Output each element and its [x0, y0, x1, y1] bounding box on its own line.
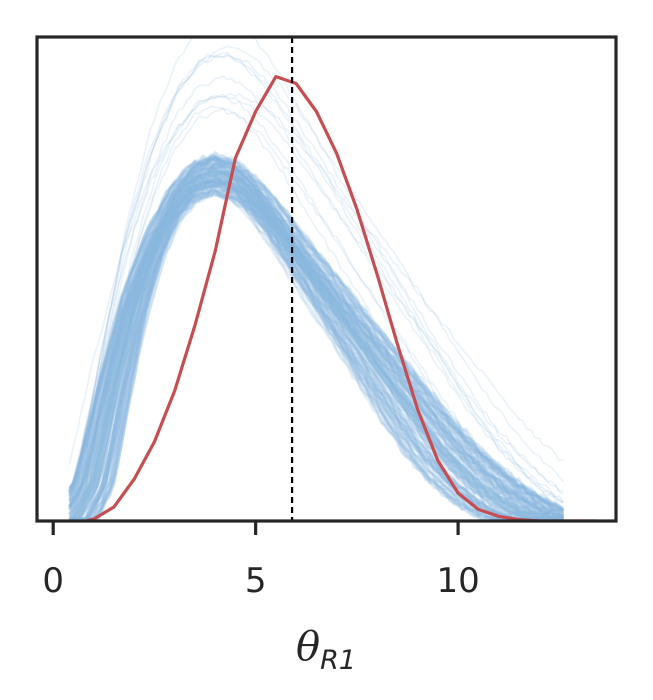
observed-density-line	[85, 75, 596, 521]
posterior-predictive-lines	[68, 37, 565, 521]
ensemble-line	[68, 189, 564, 521]
ensemble-line	[68, 51, 564, 492]
ensemble-line	[68, 160, 564, 511]
ensemble-line	[68, 168, 565, 520]
ensemble-line	[68, 156, 565, 516]
x-axis-label-symbol: θ	[296, 624, 320, 670]
ensemble-line	[68, 160, 565, 511]
ensemble-line	[68, 92, 564, 465]
x-axis: 0 5 10	[42, 521, 480, 601]
ensemble-line	[69, 165, 564, 521]
ensemble-line	[68, 179, 564, 521]
ensemble-line	[69, 183, 565, 521]
ensemble-line	[68, 156, 564, 521]
ensemble-line	[68, 95, 564, 517]
ensemble-line	[68, 171, 565, 517]
ensemble-line	[69, 167, 564, 521]
ensemble-line	[68, 166, 564, 520]
ensemble-line	[68, 165, 564, 513]
x-tick-label: 10	[436, 561, 479, 601]
observed-density-layer	[85, 75, 596, 521]
x-tick-label: 5	[245, 561, 267, 601]
ensemble-line	[68, 163, 564, 520]
ensemble-line	[68, 54, 564, 503]
ensemble-line	[68, 178, 565, 521]
ensemble-line	[68, 177, 564, 521]
ensemble-line	[68, 166, 565, 512]
ensemble-line	[68, 156, 564, 510]
ensemble-line	[69, 188, 564, 521]
ensemble-line	[68, 107, 565, 515]
x-axis-label: θR1	[296, 624, 356, 676]
x-axis-label-subscript: R1	[320, 645, 356, 676]
ensemble-line	[68, 154, 564, 521]
ensemble-line	[69, 182, 564, 521]
ensemble-line	[68, 161, 565, 519]
ensemble-line	[68, 93, 564, 495]
ensemble-line	[68, 156, 564, 521]
ensemble-line	[69, 187, 564, 521]
ensemble-line	[68, 167, 564, 521]
ensemble-line	[68, 45, 564, 489]
ensemble-line	[68, 183, 564, 521]
ensemble-line	[68, 154, 564, 513]
ensemble-line	[69, 185, 564, 521]
ensemble-line	[68, 181, 565, 521]
x-tick-label: 0	[42, 561, 64, 601]
plot-frame	[35, 35, 618, 523]
ensemble-line	[68, 170, 564, 521]
ensemble-line	[69, 190, 564, 521]
ensemble-line	[68, 164, 564, 518]
ensemble-line	[69, 177, 564, 521]
ensemble-line	[69, 179, 564, 521]
ensemble-line	[68, 166, 565, 512]
ensemble-line	[69, 176, 564, 521]
ensemble-line	[68, 156, 565, 521]
ensemble-line	[68, 74, 564, 503]
ensemble-line	[68, 157, 565, 512]
ensemble-line	[68, 161, 565, 521]
ensemble-line	[68, 168, 565, 520]
ensemble-line	[69, 192, 564, 521]
ensemble-line	[68, 168, 564, 517]
ensemble-line	[68, 174, 564, 512]
ensemble-line	[68, 158, 565, 514]
ensemble-line	[68, 105, 564, 521]
ensemble-line	[68, 179, 564, 521]
ensemble-line	[68, 37, 564, 504]
ensemble-line	[68, 182, 564, 521]
ensemble-line	[68, 169, 564, 521]
ensemble-line	[68, 159, 565, 512]
ensemble-line	[68, 152, 564, 515]
ensemble-line	[68, 171, 564, 514]
ensemble-line	[69, 157, 564, 521]
ensemble-line	[68, 53, 565, 504]
ensemble-central-band	[69, 169, 560, 521]
ensemble-line	[68, 150, 564, 521]
